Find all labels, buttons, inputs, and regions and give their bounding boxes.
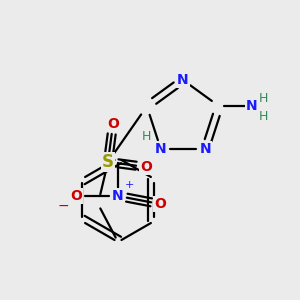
Text: N: N bbox=[177, 73, 189, 87]
Text: O: O bbox=[107, 117, 119, 131]
Text: O: O bbox=[154, 197, 166, 211]
Text: N: N bbox=[155, 142, 167, 156]
Text: H: H bbox=[259, 110, 268, 123]
Text: H: H bbox=[259, 92, 268, 105]
Text: +: + bbox=[124, 180, 134, 190]
Text: N: N bbox=[200, 142, 211, 156]
Text: O: O bbox=[70, 189, 82, 203]
Text: −: − bbox=[57, 199, 69, 213]
Text: N: N bbox=[245, 99, 257, 113]
Text: N: N bbox=[112, 189, 124, 203]
Text: S: S bbox=[102, 153, 114, 171]
Text: O: O bbox=[140, 160, 152, 174]
Text: H: H bbox=[142, 130, 152, 143]
